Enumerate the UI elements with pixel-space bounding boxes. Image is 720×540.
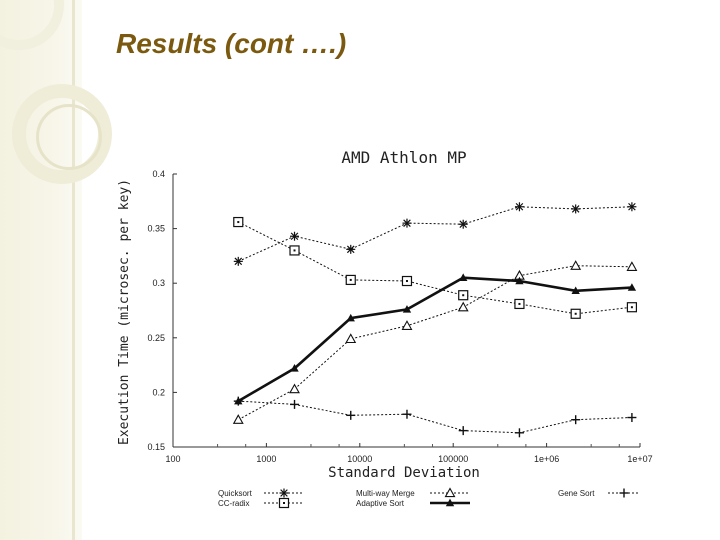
y-tick-label: 0.3 [152, 278, 165, 288]
series-line-quicksort [238, 206, 632, 262]
x-tick-label: 100000 [438, 454, 468, 464]
data-point-multi-way-merge [570, 260, 582, 270]
legend-label: Adaptive Sort [356, 499, 405, 508]
legend-swatch-marker [444, 487, 456, 498]
data-point-cc-radix [289, 245, 300, 256]
legend-swatch-marker [279, 488, 289, 498]
x-tick-label: 1e+06 [534, 454, 559, 464]
x-tick-label: 10000 [347, 454, 372, 464]
decor-ring-small [36, 104, 102, 170]
data-point-quicksort [346, 244, 356, 254]
legend-item-multi-way-merge: Multi-way Merge [356, 487, 470, 498]
data-point-multi-way-merge [457, 301, 469, 312]
data-point-adaptive-sort [346, 313, 355, 322]
y-tick-label: 0.15 [147, 442, 165, 452]
data-point-adaptive-sort [402, 305, 412, 313]
data-point-adaptive-sort [290, 364, 299, 372]
data-point-cc-radix [233, 216, 244, 228]
data-point-adaptive-sort [459, 273, 468, 281]
series-line-cc-radix [238, 221, 632, 315]
data-point-adaptive-sort [515, 276, 524, 285]
axes: 0.15 0.2 0.25 0.3 0.35 0.4 100 1000 10000 100000 1… [147, 169, 652, 464]
x-axis-label: Standard Deviation [328, 465, 480, 481]
data-point-cc-radix [570, 308, 581, 319]
x-tick-label: 1e+07 [627, 454, 652, 464]
data-point-cc-radix [345, 274, 356, 286]
data-point-quicksort [402, 218, 412, 228]
y-tick-label: 0.4 [152, 169, 165, 179]
legend-swatch-marker [278, 497, 290, 509]
x-tick-label: 100 [165, 454, 180, 464]
data-point-quicksort [571, 204, 581, 214]
legend-item-quicksort: Quicksort [218, 488, 304, 498]
data-point-quicksort [458, 219, 468, 229]
legend-item-gene-sort: Gene Sort [558, 488, 640, 498]
data-point-gene-sort [402, 409, 412, 419]
data-point-gene-sort [627, 413, 637, 423]
data-point-adaptive-sort [627, 283, 637, 291]
data-point-quicksort [627, 202, 637, 212]
data-point-cc-radix [626, 302, 638, 313]
y-tick-label: 0.35 [147, 224, 165, 234]
data-point-multi-way-merge [232, 414, 244, 424]
data-point-multi-way-merge [626, 261, 638, 271]
chart-title: AMD Athlon MP [341, 148, 466, 167]
decor-ring-top [0, 0, 64, 50]
slide-title: Results (cont ….) [116, 28, 347, 59]
data-point-adaptive-sort [571, 286, 580, 295]
legend-item-adaptive-sort: Adaptive Sort [356, 498, 470, 508]
data-point-cc-radix [514, 298, 525, 310]
y-axis-label: Execution Time (microsec. per key) [117, 179, 132, 445]
legend-swatch-marker [619, 488, 629, 498]
data-point-gene-sort [571, 415, 581, 425]
series-line-multi-way-merge [238, 265, 632, 421]
data-point-multi-way-merge [401, 320, 413, 330]
y-tick-label: 0.25 [147, 333, 165, 343]
data-point-cc-radix [458, 290, 469, 301]
data-point-cc-radix [401, 275, 413, 287]
data-point-gene-sort [290, 399, 300, 409]
legend-label: Quicksort [218, 489, 253, 498]
data-point-quicksort [233, 256, 243, 266]
y-tick-label: 0.2 [152, 387, 165, 397]
series-markers [232, 202, 638, 438]
legend-label: CC-radix [218, 499, 250, 508]
data-point-gene-sort [458, 426, 468, 436]
data-point-gene-sort [346, 410, 356, 420]
data-point-gene-sort [233, 396, 243, 406]
series-lines [237, 206, 632, 434]
data-point-quicksort [514, 202, 524, 212]
legend-label: Gene Sort [558, 489, 595, 498]
x-tick-label: 1000 [256, 454, 276, 464]
series-line-gene-sort [238, 400, 632, 434]
data-point-gene-sort [514, 428, 524, 438]
data-point-multi-way-merge [289, 383, 300, 394]
legend-label: Multi-way Merge [356, 489, 415, 498]
legend-item-cc-radix: CC-radix [218, 497, 304, 509]
legend-swatch-marker [445, 498, 455, 507]
slide-left-rule [72, 0, 75, 540]
series-line-adaptive-sort [237, 276, 632, 403]
data-point-quicksort [290, 231, 300, 241]
data-point-multi-way-merge [345, 333, 357, 344]
